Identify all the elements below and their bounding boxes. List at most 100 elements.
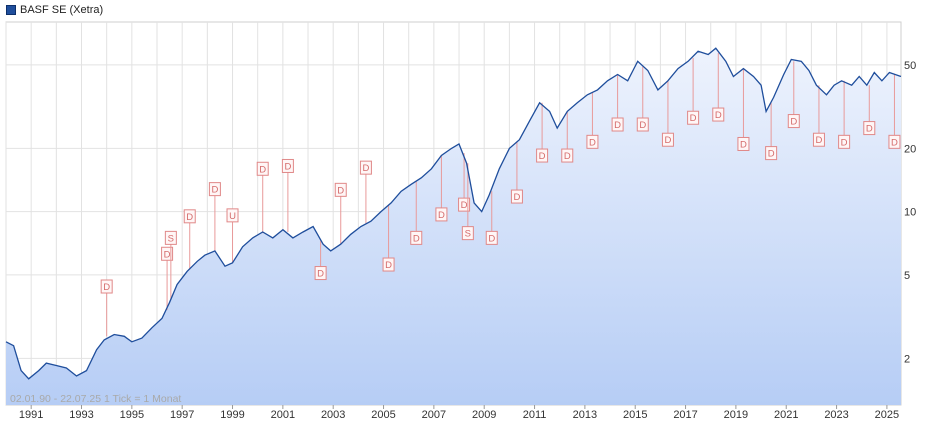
event-marker: U xyxy=(226,208,239,263)
event-marker: D xyxy=(586,92,599,149)
event-marker: S xyxy=(461,163,474,241)
event-label: D xyxy=(186,212,193,223)
event-marker: D xyxy=(863,85,876,136)
event-marker: D xyxy=(435,155,448,222)
price-line xyxy=(5,47,902,380)
event-marker: D xyxy=(256,161,269,234)
event-label: D xyxy=(362,163,369,174)
event-label: D xyxy=(438,210,445,221)
event-marker: D xyxy=(485,191,498,245)
event-box xyxy=(687,110,700,125)
event-box xyxy=(510,189,523,204)
x-tick-label: 2005 xyxy=(371,409,395,421)
event-box xyxy=(281,158,294,173)
event-marker: D xyxy=(687,57,700,125)
legend-label: BASF SE (Xetra) xyxy=(20,4,104,16)
event-marker: D xyxy=(611,74,624,132)
event-box xyxy=(661,132,674,147)
event-marker: D xyxy=(208,182,221,251)
date-range-note: 02.01.90 - 22.07.25 1 Tick = 1 Monat xyxy=(10,393,181,405)
event-box xyxy=(461,226,474,241)
event-box xyxy=(256,161,269,176)
x-tick-label: 2001 xyxy=(271,409,295,421)
event-marker: D xyxy=(458,153,471,212)
event-label: D xyxy=(665,135,672,146)
event-label: D xyxy=(211,185,218,196)
x-tick-label: 1991 xyxy=(19,409,43,421)
event-marker: D xyxy=(100,279,113,337)
x-tick-label: 2003 xyxy=(321,409,345,421)
event-label: D xyxy=(385,260,392,271)
event-marker: D xyxy=(765,102,778,161)
event-label: D xyxy=(841,137,848,148)
event-label: S xyxy=(168,233,174,244)
event-box xyxy=(586,134,599,149)
event-label: D xyxy=(790,117,797,128)
event-label: D xyxy=(259,164,266,175)
event-marker: D xyxy=(661,80,674,147)
event-marker: D xyxy=(314,240,327,281)
event-label: D xyxy=(413,233,420,244)
event-box xyxy=(183,209,196,224)
event-box xyxy=(161,246,174,261)
event-marker: S xyxy=(164,230,177,300)
event-box xyxy=(863,121,876,136)
event-label: D xyxy=(816,135,823,146)
y-axis-ticks: 2 5 10 20 50 xyxy=(904,60,916,366)
event-marker: D xyxy=(838,80,851,149)
event-marker: D xyxy=(281,158,294,232)
price-area xyxy=(6,48,901,405)
event-label: D xyxy=(740,139,747,150)
event-label: D xyxy=(337,185,344,196)
x-tick-label: 2013 xyxy=(573,409,597,421)
event-box xyxy=(787,114,800,129)
event-box xyxy=(536,148,549,163)
x-tick-label: 1997 xyxy=(170,409,194,421)
event-box xyxy=(838,134,851,149)
x-tick-label: 1999 xyxy=(220,409,244,421)
event-box xyxy=(765,146,778,161)
event-label: S xyxy=(465,229,471,240)
event-box xyxy=(208,182,221,197)
event-box xyxy=(888,134,901,149)
x-tick-label: 2023 xyxy=(824,409,848,421)
legend-swatch xyxy=(6,5,16,15)
legend: BASF SE (Xetra) xyxy=(6,4,103,16)
y-tick-label: 20 xyxy=(904,143,916,155)
event-marker: D xyxy=(636,66,649,132)
event-marker: D xyxy=(359,160,372,224)
x-tick-label: 2007 xyxy=(422,409,446,421)
event-label: D xyxy=(488,233,495,244)
x-tick-label: 2025 xyxy=(875,409,899,421)
event-marker: D xyxy=(161,246,174,311)
event-label: D xyxy=(539,151,546,162)
event-box xyxy=(164,230,177,245)
event-label: D xyxy=(768,149,775,160)
event-box xyxy=(314,266,327,281)
event-box xyxy=(636,117,649,132)
event-box xyxy=(435,207,448,222)
event-box xyxy=(485,230,498,245)
event-marker: D xyxy=(812,85,825,147)
event-label: D xyxy=(103,282,110,293)
event-box xyxy=(359,160,372,175)
event-label: D xyxy=(866,124,873,135)
event-marker: D xyxy=(382,204,395,272)
event-label: D xyxy=(639,120,646,131)
event-marker: D xyxy=(410,180,423,245)
event-marker: D xyxy=(712,52,725,122)
event-marker: D xyxy=(183,209,196,270)
event-label: D xyxy=(564,151,571,162)
y-tick-label: 5 xyxy=(904,270,910,282)
x-tick-label: 2011 xyxy=(523,409,547,421)
y-tick-label: 10 xyxy=(904,207,916,219)
event-box xyxy=(410,230,423,245)
event-box xyxy=(458,197,471,212)
event-label: D xyxy=(317,269,324,280)
x-tick-label: 1993 xyxy=(69,409,93,421)
event-label: D xyxy=(690,113,697,124)
event-label: D xyxy=(715,110,722,121)
event-box xyxy=(737,136,750,151)
